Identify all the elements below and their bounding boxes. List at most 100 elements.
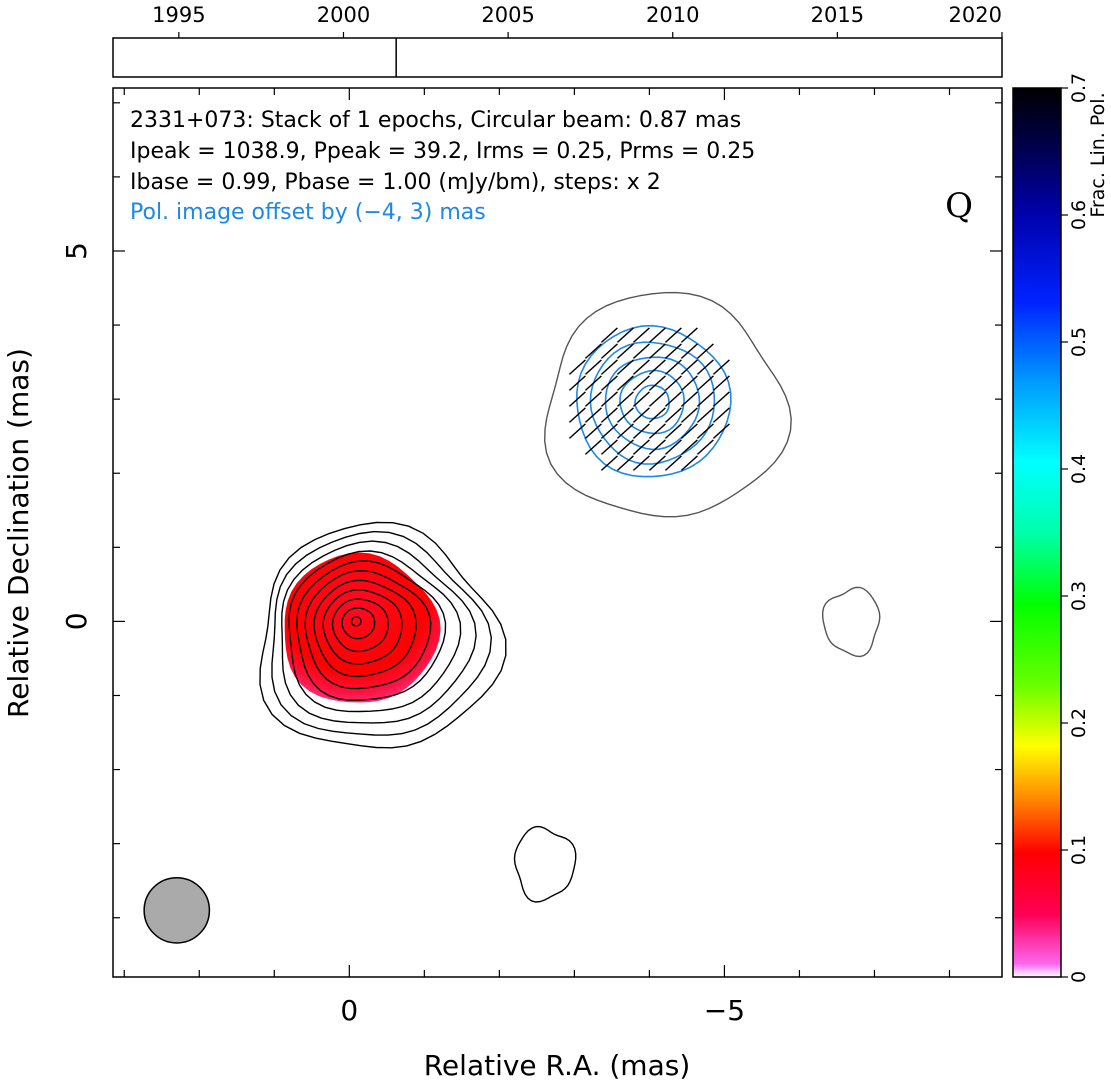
timeline-year-label: 2005 [481, 3, 534, 27]
evpa-vector [616, 375, 634, 391]
evpa-vector [664, 455, 682, 471]
colorbar-tick-label: 0.6 [1068, 200, 1090, 230]
evpa-vector [568, 407, 586, 423]
evpa-vector [616, 455, 634, 471]
map-frame [112, 87, 1003, 978]
evpa-vector [568, 391, 586, 407]
evpa-vector [696, 359, 714, 375]
evpa-vector [600, 391, 618, 407]
colorbar-tick-labels: 0 0.1 0.2 0.3 0.4 0.5 0.6 0.7 [1068, 73, 1090, 983]
evpa-vector [568, 423, 586, 439]
pol-offset-note: Pol. image offset by (−4, 3) mas [130, 200, 486, 225]
evpa-vector [600, 407, 618, 423]
lowest-contour-patch [513, 825, 577, 903]
intensity-contour [350, 616, 362, 627]
y-tick-label: 0 [60, 612, 93, 630]
x-tick-label: −5 [704, 994, 745, 1027]
header-line-2: Ipeak = 1038.9, Ppeak = 39.2, Irms = 0.2… [130, 139, 755, 164]
evpa-vector [712, 407, 730, 423]
evpa-vector [568, 375, 586, 391]
evpa-vector [648, 423, 666, 439]
evpa-vector [680, 455, 698, 471]
colorbar-gradient [1012, 87, 1062, 978]
evpa-vector [680, 359, 698, 375]
evpa-vector [632, 423, 650, 439]
evpa-vector [680, 327, 698, 343]
evpa-vector [600, 375, 618, 391]
evpa-vector [584, 407, 602, 423]
colorbar-tick-label: 0 [1068, 971, 1090, 983]
evpa-vector [600, 343, 618, 359]
evpa-vector [616, 439, 634, 455]
map-panel: 2331+073: Stack of 1 epochs, Circular be… [2, 87, 1003, 1082]
evpa-vector [600, 359, 618, 375]
evpa-vector [632, 359, 650, 375]
intensity-contour [322, 589, 403, 665]
evpa-vector [696, 439, 714, 455]
evpa-vector [600, 455, 618, 471]
evpa-vector [648, 375, 666, 391]
evpa-vector [616, 391, 634, 407]
evpa-vector [664, 375, 682, 391]
evpa-vector [664, 439, 682, 455]
colorbar: 0 0.1 0.2 0.3 0.4 0.5 0.6 0.7 Frac. Lin. Pol. [1012, 73, 1109, 983]
evpa-vector [648, 343, 666, 359]
evpa-vector [712, 375, 730, 391]
colorbar-tick-label: 0.3 [1068, 581, 1090, 611]
evpa-vectors [568, 327, 730, 471]
timeline-frame [112, 37, 1003, 78]
header-line-3: Ibase = 0.99, Pbase = 1.00 (mJy/bm), ste… [130, 170, 661, 195]
evpa-vector [632, 327, 650, 343]
fractional-polarization-region [284, 552, 441, 703]
timeline-ticks [178, 32, 1003, 38]
colorbar-tick-label: 0.1 [1068, 835, 1090, 865]
evpa-vector [680, 423, 698, 439]
evpa-vector [632, 343, 650, 359]
evpa-vector [584, 439, 602, 455]
evpa-vector [600, 327, 618, 343]
evpa-vector [632, 391, 650, 407]
evpa-vector [584, 343, 602, 359]
evpa-vector [696, 375, 714, 391]
evpa-vector [696, 391, 714, 407]
timeline-year-label: 2010 [646, 3, 699, 27]
evpa-vector [664, 327, 682, 343]
y-axis-label: Relative Declination (mas) [2, 348, 35, 718]
evpa-vector [616, 423, 634, 439]
fractional-polarization-image [284, 552, 441, 703]
x-tick-labels: 0 −5 [340, 994, 745, 1027]
evpa-vector [600, 423, 618, 439]
evpa-vector [680, 391, 698, 407]
evpa-vector [568, 359, 586, 375]
evpa-vector [680, 375, 698, 391]
intensity-contour [341, 607, 376, 640]
x-axis-label: Relative R.A. (mas) [424, 1049, 691, 1082]
colorbar-tick-label: 0.7 [1068, 73, 1090, 103]
evpa-vector [696, 407, 714, 423]
timeline-year-label: 2000 [317, 3, 370, 27]
evpa-vector [600, 439, 618, 455]
polarized-contour [619, 369, 685, 435]
intensity-contour [271, 530, 493, 736]
colorbar-tick-label: 0.2 [1068, 708, 1090, 738]
evpa-vector [616, 343, 634, 359]
polarized-contour [576, 324, 732, 478]
evpa-vector [632, 455, 650, 471]
epoch-timeline: 1995 2000 2005 2010 2015 2020 [112, 3, 1003, 78]
evpa-vector [664, 343, 682, 359]
intensity-contour [313, 579, 417, 678]
colorbar-ticks [1061, 87, 1068, 978]
evpa-vector [584, 375, 602, 391]
evpa-vector [632, 439, 650, 455]
evpa-vector [648, 439, 666, 455]
evpa-vector [712, 423, 730, 439]
header-line-1: 2331+073: Stack of 1 epochs, Circular be… [130, 108, 741, 133]
evpa-vector [664, 423, 682, 439]
timeline-year-label: 2020 [949, 3, 1002, 27]
colorbar-tick-label: 0.4 [1068, 454, 1090, 484]
offset-polarization-image [543, 291, 792, 518]
evpa-vector [584, 423, 602, 439]
evpa-vector [648, 391, 666, 407]
evpa-vector [616, 327, 634, 343]
